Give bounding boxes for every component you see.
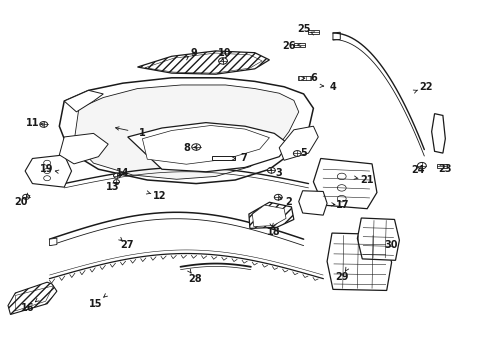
Bar xyxy=(294,43,305,47)
Text: 18: 18 xyxy=(267,227,280,237)
Text: 17: 17 xyxy=(336,200,349,210)
Text: 4: 4 xyxy=(330,82,336,92)
Text: 27: 27 xyxy=(120,239,133,249)
Text: 20: 20 xyxy=(15,197,28,207)
Polygon shape xyxy=(49,238,57,246)
Text: 8: 8 xyxy=(183,143,190,153)
Circle shape xyxy=(294,150,301,156)
Bar xyxy=(212,156,235,159)
Circle shape xyxy=(417,162,426,169)
Text: 28: 28 xyxy=(188,274,202,284)
Text: 9: 9 xyxy=(190,48,197,58)
Text: 23: 23 xyxy=(439,164,452,174)
Polygon shape xyxy=(249,202,294,228)
Text: 14: 14 xyxy=(116,168,129,178)
Text: 2: 2 xyxy=(286,197,293,207)
Polygon shape xyxy=(333,32,340,40)
Polygon shape xyxy=(252,205,286,226)
Text: 16: 16 xyxy=(21,303,34,314)
Text: 5: 5 xyxy=(300,148,307,158)
Polygon shape xyxy=(432,114,445,153)
Circle shape xyxy=(337,195,346,202)
Text: 13: 13 xyxy=(106,182,120,192)
Polygon shape xyxy=(279,126,318,160)
Polygon shape xyxy=(314,158,377,209)
Text: 1: 1 xyxy=(139,129,146,138)
Text: 21: 21 xyxy=(361,175,374,185)
Circle shape xyxy=(337,185,346,191)
Circle shape xyxy=(274,194,282,200)
Circle shape xyxy=(268,167,275,173)
Circle shape xyxy=(44,160,50,165)
Polygon shape xyxy=(59,134,108,164)
Text: 26: 26 xyxy=(282,41,296,50)
Text: 24: 24 xyxy=(412,165,425,175)
Circle shape xyxy=(114,180,120,184)
Polygon shape xyxy=(8,282,57,315)
Polygon shape xyxy=(74,85,299,179)
Text: 15: 15 xyxy=(89,299,103,309)
Bar xyxy=(308,30,319,35)
Circle shape xyxy=(114,173,121,178)
Text: 11: 11 xyxy=(25,118,39,128)
Bar xyxy=(437,163,447,168)
Text: 25: 25 xyxy=(297,24,310,35)
Polygon shape xyxy=(327,233,392,291)
Bar xyxy=(298,76,312,80)
Circle shape xyxy=(44,176,50,181)
Polygon shape xyxy=(128,123,289,172)
Polygon shape xyxy=(143,126,270,164)
Text: 10: 10 xyxy=(218,48,231,58)
Text: 7: 7 xyxy=(241,153,247,163)
Polygon shape xyxy=(59,78,314,184)
Text: 19: 19 xyxy=(40,164,54,174)
Polygon shape xyxy=(357,218,399,260)
Circle shape xyxy=(192,144,200,150)
Text: 12: 12 xyxy=(153,191,166,201)
Circle shape xyxy=(337,173,346,180)
Text: 6: 6 xyxy=(310,73,317,83)
Circle shape xyxy=(44,168,50,174)
Text: 3: 3 xyxy=(276,168,283,178)
Circle shape xyxy=(219,58,227,64)
Circle shape xyxy=(23,194,29,199)
Polygon shape xyxy=(64,90,103,112)
Text: 30: 30 xyxy=(385,239,398,249)
Polygon shape xyxy=(299,191,327,215)
Text: 29: 29 xyxy=(335,272,348,282)
Polygon shape xyxy=(138,51,270,74)
Polygon shape xyxy=(25,155,72,187)
Text: 22: 22 xyxy=(419,82,433,92)
Circle shape xyxy=(40,122,48,127)
